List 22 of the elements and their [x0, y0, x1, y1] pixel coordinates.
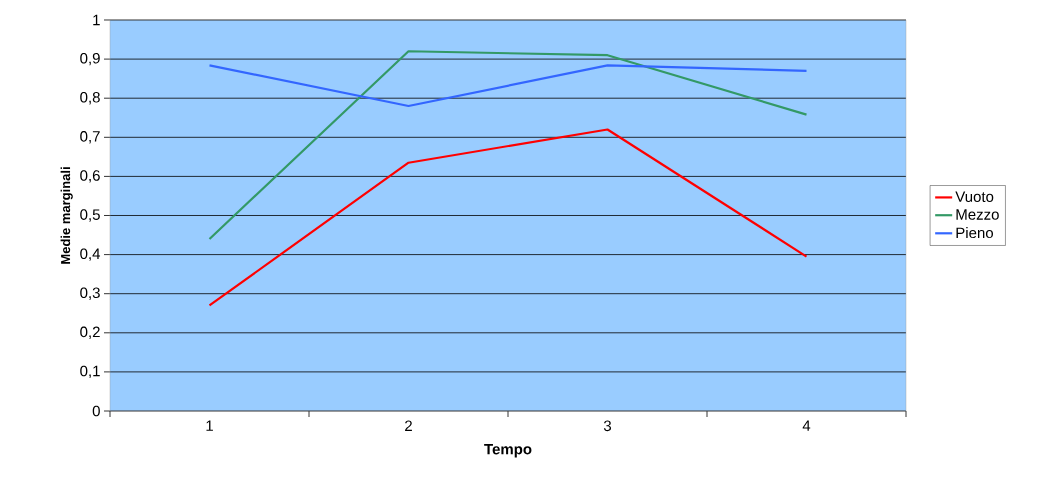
y-tick-label: 0,6: [80, 170, 100, 183]
line-series: [208, 128, 808, 307]
y-tick-label: 0,2: [80, 326, 100, 339]
y-tick-label: 1: [93, 14, 100, 26]
x-tick-label: 3: [603, 420, 612, 432]
y-tick-label: 0,9: [80, 52, 100, 66]
x-axis-title: Tempo: [484, 443, 532, 458]
line-series: [208, 50, 808, 241]
y-tick-label: 0,5: [80, 209, 100, 222]
x-tick-label: 4: [802, 420, 811, 431]
x-tick-label: 1: [206, 420, 213, 431]
y-axis-title: Medie marginali: [60, 167, 73, 264]
y-tick-label: 0,1: [80, 365, 100, 379]
legend-label: Mezzo: [956, 209, 999, 220]
y-tick-label: 0: [92, 405, 100, 417]
x-tick-label: 2: [405, 420, 412, 431]
legend-label: Vuoto: [955, 191, 994, 202]
legend-label: Pieno: [956, 227, 994, 239]
y-tick-label: 0,4: [80, 248, 101, 261]
y-tick-label: 0,8: [80, 92, 100, 105]
y-tick-label: 0,3: [80, 287, 100, 300]
y-tick-label: 0,7: [80, 131, 100, 144]
